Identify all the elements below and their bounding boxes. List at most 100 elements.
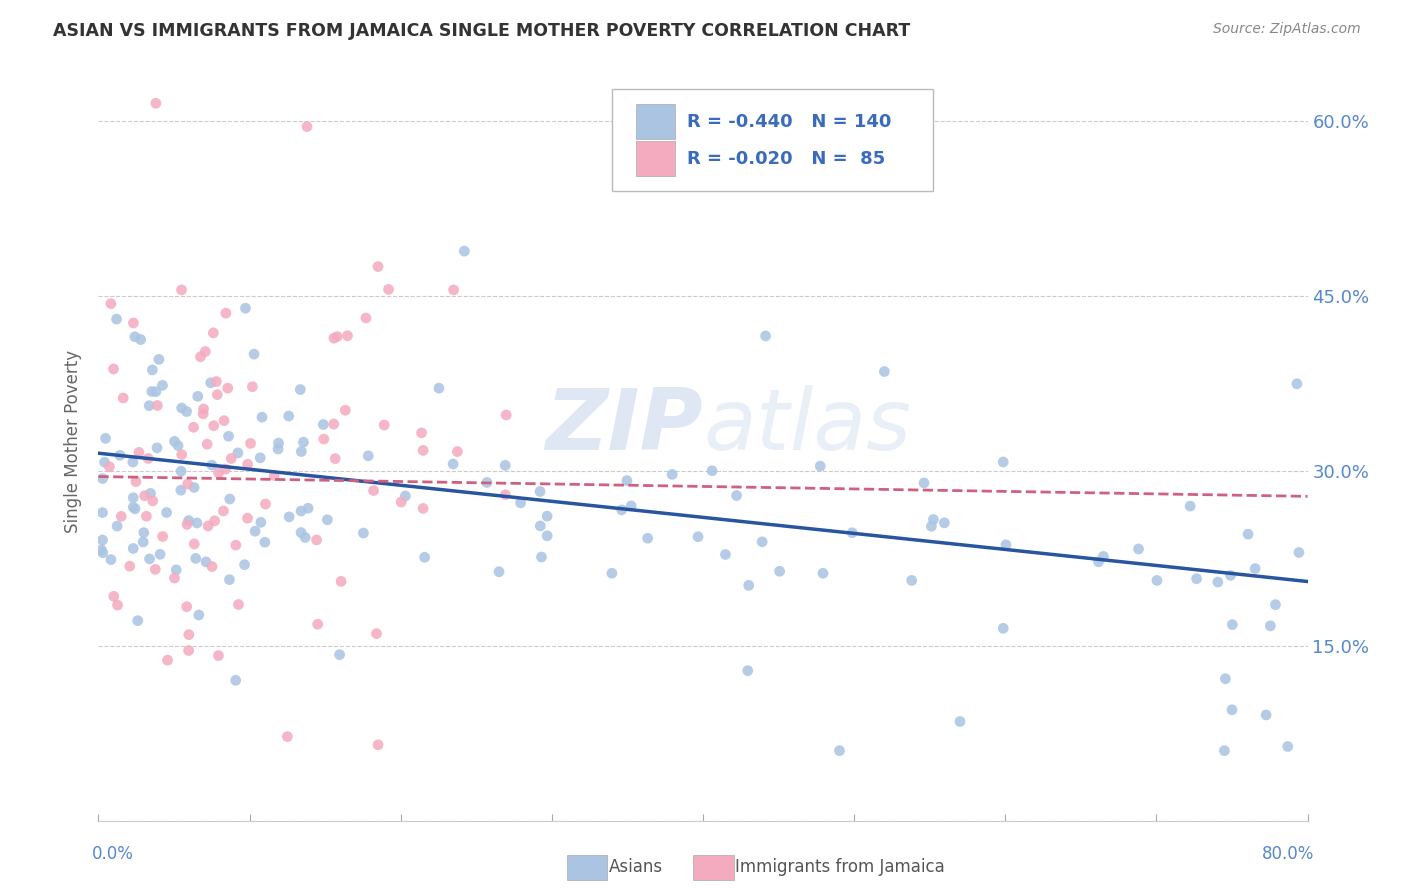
Point [737,578,759,592]
Point [278,509,301,524]
Text: 0.0%: 0.0% [91,845,134,863]
Point [1128,541,1150,556]
Point [808,459,831,474]
Text: Asians: Asians [609,858,662,876]
Point [170,448,193,462]
Point [194,344,217,359]
Point [212,414,235,428]
Point [389,495,412,509]
Point [187,389,209,403]
Point [233,558,256,572]
Point [276,730,298,744]
Point [205,375,228,389]
Point [254,497,277,511]
FancyBboxPatch shape [613,89,932,191]
Point [105,519,128,533]
Point [122,500,145,515]
Point [363,483,385,498]
Point [191,407,214,421]
Point [841,525,863,540]
Point [316,513,339,527]
Point [118,559,141,574]
Point [249,450,271,465]
Point [600,566,623,581]
Point [112,391,135,405]
Point [1277,739,1299,754]
Point [94,431,117,445]
Point [1260,619,1282,633]
Point [427,381,450,395]
Point [294,531,316,545]
Point [98,459,121,474]
Point [219,451,242,466]
Point [148,352,170,367]
Point [1178,499,1201,513]
Point [142,494,165,508]
Point [949,714,972,729]
Point [146,441,169,455]
Point [357,449,380,463]
Point [1215,672,1237,686]
FancyBboxPatch shape [637,104,675,139]
Point [193,401,215,416]
Point [127,614,149,628]
Point [616,474,638,488]
Point [135,509,157,524]
Point [920,519,942,533]
Point [201,559,224,574]
Point [103,590,125,604]
Point [811,566,834,581]
Point [186,516,208,530]
Point [993,621,1015,635]
Point [1092,549,1115,564]
Point [132,525,155,540]
Point [156,653,179,667]
Point [122,316,145,330]
Point [218,573,240,587]
Point [200,376,222,390]
Point [312,417,335,432]
Point [661,467,683,482]
Point [509,496,531,510]
Y-axis label: Single Mother Poverty: Single Mother Poverty [65,350,83,533]
Point [195,555,218,569]
Point [352,526,374,541]
Point [354,310,377,325]
Point [152,529,174,543]
Point [207,466,229,480]
Point [242,380,264,394]
Point [139,486,162,500]
Point [110,509,132,524]
Point [768,564,790,578]
Point [152,378,174,392]
Point [122,541,145,556]
Point [828,744,851,758]
Point [190,350,212,364]
Point [714,548,737,562]
Point [1237,527,1260,541]
Point [235,301,257,316]
Point [900,574,922,588]
Point [529,519,551,533]
Point [993,455,1015,469]
Point [176,517,198,532]
Point [475,475,498,490]
Point [146,399,169,413]
Point [494,458,516,473]
Point [170,401,193,415]
Point [1285,376,1308,391]
Text: Source: ZipAtlas.com: Source: ZipAtlas.com [1213,22,1361,37]
Point [105,312,128,326]
Point [934,516,956,530]
Point [136,451,159,466]
Point [207,387,229,401]
Point [138,399,160,413]
Point [176,599,198,614]
Point [994,538,1017,552]
Point [107,598,129,612]
Point [922,512,945,526]
Point [176,477,198,491]
Point [214,462,236,476]
Point [218,491,240,506]
Point [149,547,172,561]
